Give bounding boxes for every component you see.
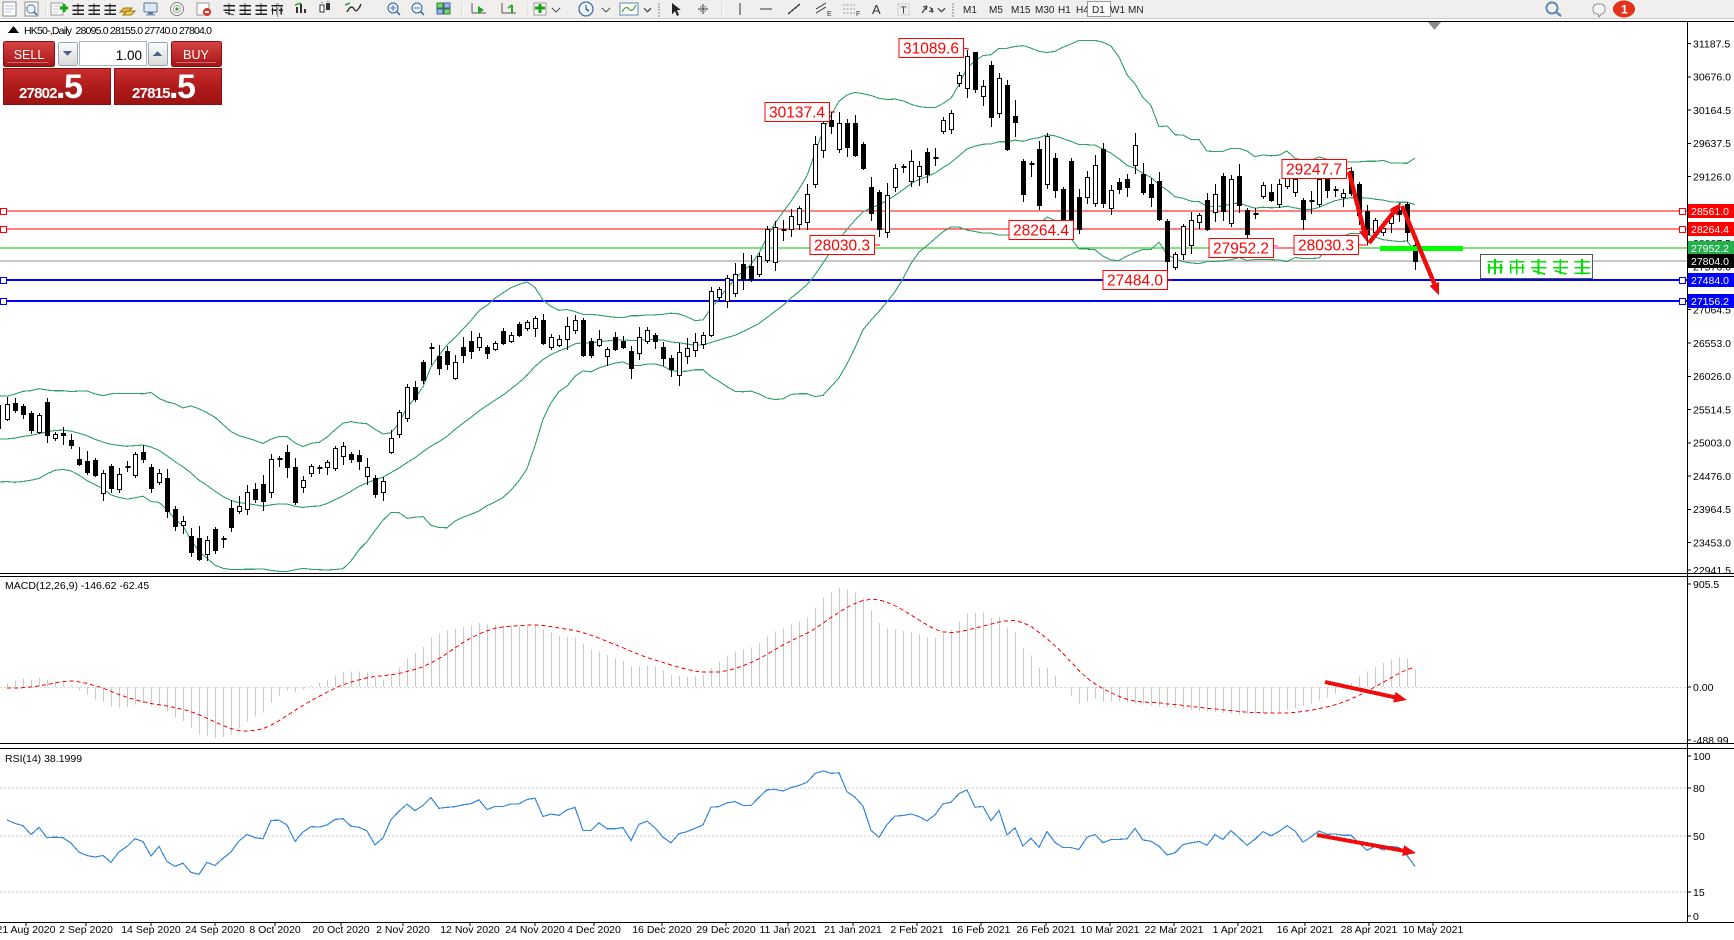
svg-text:25003.0: 25003.0 <box>1693 438 1731 450</box>
svg-text:22 Mar 2021: 22 Mar 2021 <box>1145 924 1204 935</box>
svg-text:2 Nov 2020: 2 Nov 2020 <box>376 924 430 935</box>
svg-text:SELL: SELL <box>14 48 45 62</box>
svg-text:E: E <box>827 11 832 18</box>
svg-text:M15: M15 <box>1011 5 1031 16</box>
svg-text:H1: H1 <box>1058 5 1071 16</box>
svg-text:F: F <box>856 11 860 18</box>
svg-text:T: T <box>901 6 907 17</box>
svg-text:100: 100 <box>1693 751 1711 763</box>
svg-text:21 Jan 2021: 21 Jan 2021 <box>824 924 882 935</box>
svg-text:23453.0: 23453.0 <box>1693 538 1731 550</box>
svg-text:80: 80 <box>1693 783 1705 795</box>
svg-text:M30: M30 <box>1035 5 1055 16</box>
svg-text:4 Dec 2020: 4 Dec 2020 <box>567 924 621 935</box>
svg-text:29247.7: 29247.7 <box>1286 162 1342 179</box>
svg-text:2 Feb 2021: 2 Feb 2021 <box>890 924 943 935</box>
svg-text:-488.99: -488.99 <box>1693 735 1729 747</box>
svg-text:2 Sep 2020: 2 Sep 2020 <box>59 924 113 935</box>
svg-text:25514.5: 25514.5 <box>1693 404 1731 416</box>
svg-text:1 Apr 2021: 1 Apr 2021 <box>1213 924 1264 935</box>
svg-text:24476.0: 24476.0 <box>1693 471 1731 483</box>
svg-text:15: 15 <box>1693 887 1705 899</box>
svg-text:29126.0: 29126.0 <box>1693 171 1731 183</box>
svg-text:10 May 2021: 10 May 2021 <box>1403 924 1464 935</box>
svg-text:29637.5: 29637.5 <box>1693 138 1731 150</box>
svg-text:11 Jan 2021: 11 Jan 2021 <box>759 924 816 935</box>
svg-text:27952.2: 27952.2 <box>1213 241 1269 258</box>
svg-text:27484.0: 27484.0 <box>1691 275 1729 287</box>
svg-text:16 Dec 2020: 16 Dec 2020 <box>632 924 692 935</box>
svg-text:12 Nov 2020: 12 Nov 2020 <box>440 924 500 935</box>
svg-text:31187.5: 31187.5 <box>1693 38 1730 50</box>
svg-text:16 Apr 2021: 16 Apr 2021 <box>1277 924 1334 935</box>
svg-text:30137.4: 30137.4 <box>769 105 825 122</box>
svg-text:28561.0: 28561.0 <box>1691 206 1729 218</box>
svg-text:27952.2: 27952.2 <box>1691 243 1729 255</box>
svg-text:BUY: BUY <box>183 48 209 62</box>
svg-text:0: 0 <box>1693 911 1699 923</box>
svg-text:D1: D1 <box>1092 5 1105 16</box>
svg-text:.5: .5 <box>169 68 195 106</box>
svg-text:0.00: 0.00 <box>1693 682 1714 694</box>
svg-text:28264.4: 28264.4 <box>1691 224 1729 236</box>
svg-text:29 Dec 2020: 29 Dec 2020 <box>696 924 756 935</box>
svg-text:27804.0: 27804.0 <box>1691 256 1729 268</box>
svg-text:31089.6: 31089.6 <box>903 41 959 58</box>
svg-text:28030.3: 28030.3 <box>814 238 870 255</box>
svg-text:30164.5: 30164.5 <box>1693 105 1731 117</box>
svg-text:A: A <box>872 2 881 17</box>
svg-text:M1: M1 <box>963 5 977 16</box>
svg-text:24 Sep 2020: 24 Sep 2020 <box>185 924 245 935</box>
svg-text:24 Nov 2020: 24 Nov 2020 <box>505 924 565 935</box>
svg-text:30676.0: 30676.0 <box>1693 72 1731 84</box>
svg-text:20 Oct 2020: 20 Oct 2020 <box>312 924 369 935</box>
svg-text:RSI(14) 38.1999: RSI(14) 38.1999 <box>5 753 82 765</box>
svg-text:MACD(12,26,9) -146.62 -62.45: MACD(12,26,9) -146.62 -62.45 <box>5 580 149 592</box>
svg-text:28 Apr 2021: 28 Apr 2021 <box>1341 924 1398 935</box>
svg-text:H4: H4 <box>1076 5 1089 16</box>
svg-text:22941.5: 22941.5 <box>1693 565 1731 577</box>
svg-text:1.00: 1.00 <box>116 48 142 63</box>
svg-text:16 Feb 2021: 16 Feb 2021 <box>952 924 1011 935</box>
svg-text:27484.0: 27484.0 <box>1107 273 1163 290</box>
svg-text:23964.5: 23964.5 <box>1693 504 1731 516</box>
svg-text:M5: M5 <box>989 5 1003 16</box>
svg-text:1: 1 <box>1621 3 1628 17</box>
svg-text:905.5: 905.5 <box>1693 579 1719 591</box>
svg-text:21 Aug 2020: 21 Aug 2020 <box>0 924 56 935</box>
svg-text:26553.0: 26553.0 <box>1693 338 1731 350</box>
svg-text:W1: W1 <box>1110 5 1125 16</box>
svg-text:10 Mar 2021: 10 Mar 2021 <box>1081 924 1140 935</box>
svg-text:26 Feb 2021: 26 Feb 2021 <box>1017 924 1076 935</box>
svg-text:50: 50 <box>1693 831 1705 843</box>
svg-text:27815: 27815 <box>132 85 170 102</box>
svg-text:27156.2: 27156.2 <box>1691 296 1729 308</box>
svg-text:8 Oct 2020: 8 Oct 2020 <box>249 924 301 935</box>
svg-text:28030.3: 28030.3 <box>1298 238 1354 255</box>
svg-text:14 Sep 2020: 14 Sep 2020 <box>121 924 181 935</box>
svg-text:.5: .5 <box>56 68 82 106</box>
svg-text:MN: MN <box>1128 5 1144 16</box>
svg-text:28264.4: 28264.4 <box>1013 223 1069 240</box>
svg-text:27802: 27802 <box>19 85 57 102</box>
svg-text:26026.0: 26026.0 <box>1693 371 1731 383</box>
svg-text:HK50-,Daily 28095.0 28155.0 2: HK50-,Daily 28095.0 28155.0 27740.0 2780… <box>24 25 212 37</box>
